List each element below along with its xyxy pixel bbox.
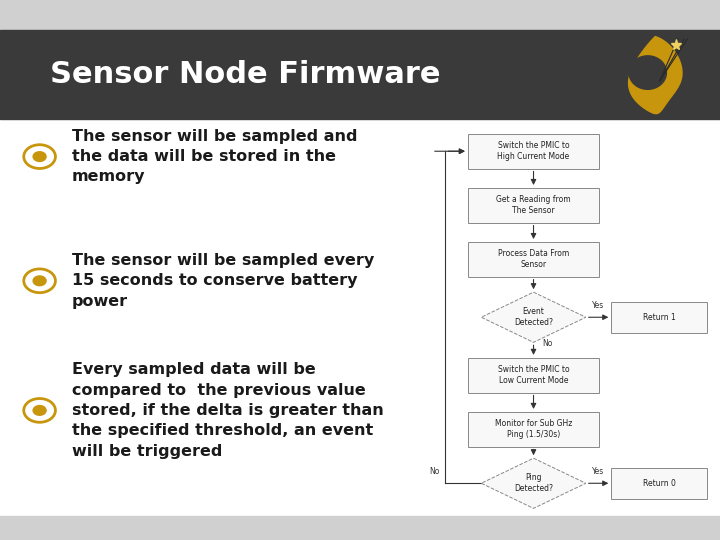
Text: Return 0: Return 0 [642, 479, 675, 488]
Text: Event
Detected?: Event Detected? [514, 307, 553, 327]
Bar [0, 119, 720, 516]
Text: Yes: Yes [592, 301, 604, 309]
Polygon shape [629, 37, 682, 113]
Circle shape [33, 276, 46, 286]
Text: Return 1: Return 1 [643, 313, 675, 322]
Text: Every sampled data will be
compared to  the previous value
stored, if the delta : Every sampled data will be compared to t… [72, 362, 384, 458]
Bar [0, 0, 720, 30]
Polygon shape [481, 292, 586, 342]
Bar [0, 516, 720, 540]
Text: The sensor will be sampled every
15 seconds to conserve battery
power: The sensor will be sampled every 15 seco… [72, 253, 374, 309]
Text: Process Data From
Sensor: Process Data From Sensor [498, 249, 569, 269]
FancyBboxPatch shape [468, 134, 599, 168]
Circle shape [33, 152, 46, 161]
FancyBboxPatch shape [468, 188, 599, 222]
FancyBboxPatch shape [468, 412, 599, 447]
Text: Sensor Node Firmware: Sensor Node Firmware [50, 60, 441, 89]
Text: Monitor for Sub GHz
Ping (1.5/30s): Monitor for Sub GHz Ping (1.5/30s) [495, 420, 572, 439]
FancyBboxPatch shape [468, 242, 599, 276]
Text: Switch the PMIC to
High Current Mode: Switch the PMIC to High Current Mode [498, 141, 570, 161]
FancyBboxPatch shape [611, 302, 707, 333]
Text: Get a Reading from
The Sensor: Get a Reading from The Sensor [496, 195, 571, 215]
FancyBboxPatch shape [468, 358, 599, 393]
Polygon shape [481, 458, 586, 508]
Circle shape [33, 406, 46, 415]
Text: The sensor will be sampled and
the data will be stored in the
memory: The sensor will be sampled and the data … [72, 129, 358, 185]
FancyBboxPatch shape [611, 468, 707, 499]
Text: Ping
Detected?: Ping Detected? [514, 474, 553, 493]
Bar [0, 30, 720, 119]
Text: No: No [542, 339, 553, 348]
Text: Switch the PMIC to
Low Current Mode: Switch the PMIC to Low Current Mode [498, 365, 570, 385]
Polygon shape [629, 56, 667, 89]
Text: Yes: Yes [592, 467, 604, 476]
Text: No: No [429, 467, 439, 476]
